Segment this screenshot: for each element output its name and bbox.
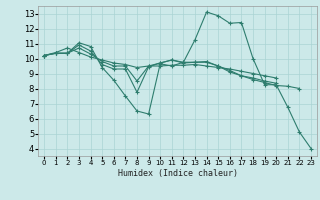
X-axis label: Humidex (Indice chaleur): Humidex (Indice chaleur) xyxy=(118,169,238,178)
